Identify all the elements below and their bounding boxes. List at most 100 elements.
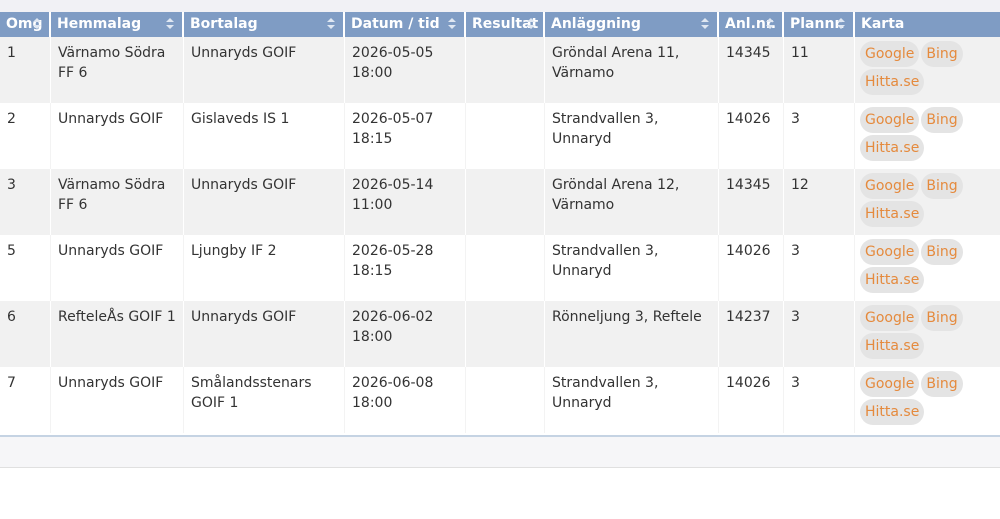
sort-icon: [166, 18, 174, 30]
cell-map-links: Google BingHitta.se: [855, 169, 1000, 235]
cell-result: [466, 367, 545, 433]
table-header: Omg Hemmalag Bortalag Datum / tid Result…: [0, 12, 1000, 37]
cell-plan-nr: 3: [784, 367, 855, 433]
cell-map-links: Google BingHitta.se: [855, 235, 1000, 301]
google-map-link[interactable]: Google: [860, 107, 920, 133]
cell-result: [466, 301, 545, 367]
cell-datetime: 2026-05-14 11:00: [345, 169, 466, 235]
cell-away-team: Unnaryds GOIF: [184, 301, 345, 367]
col-header-label: Plannr.: [790, 16, 845, 32]
cell-away-team: Gislaveds IS 1: [184, 103, 345, 169]
match-time: 18:00: [352, 394, 393, 411]
cell-datetime: 2026-05-07 18:15: [345, 103, 466, 169]
col-header-plannr[interactable]: Plannr.: [784, 12, 855, 37]
col-header-label: Resultat: [472, 16, 539, 32]
cell-home-team: Unnaryds GOIF: [51, 103, 184, 169]
sort-icon: [837, 18, 845, 30]
cell-result: [466, 37, 545, 103]
table-body: 1 Värnamo Södra FF 6 Unnaryds GOIF 2026-05-…: [0, 37, 1000, 433]
col-header-label: Hemmalag: [57, 16, 142, 32]
hitta-map-link[interactable]: Hitta.se: [860, 333, 925, 359]
match-time: 11:00: [352, 196, 393, 213]
cell-map-links: Google BingHitta.se: [855, 103, 1000, 169]
match-date: 2026-05-05: [352, 45, 434, 61]
match-date: 2026-05-07: [352, 111, 434, 127]
col-header-bortalag[interactable]: Bortalag: [184, 12, 345, 37]
google-map-link[interactable]: Google: [860, 305, 920, 331]
cell-away-team: Unnaryds GOIF: [184, 37, 345, 103]
bing-map-link[interactable]: Bing: [921, 371, 963, 397]
cell-venue: Gröndal Arena 11, Värnamo: [545, 37, 719, 103]
cell-datetime: 2026-05-05 18:00: [345, 37, 466, 103]
cell-home-team: Unnaryds GOIF: [51, 235, 184, 301]
cell-omg: 7: [0, 367, 51, 433]
match-time: 18:00: [352, 328, 393, 345]
hitta-map-link[interactable]: Hitta.se: [860, 267, 925, 293]
table-row: 5 Unnaryds GOIF Ljungby IF 2 2026-05-28 18:1…: [0, 235, 1000, 301]
sort-icon: [327, 18, 335, 30]
cell-away-team: Smålandsstenars GOIF 1: [184, 367, 345, 433]
cell-datetime: 2026-06-02 18:00: [345, 301, 466, 367]
cell-home-team: Unnaryds GOIF: [51, 367, 184, 433]
top-strip: [0, 0, 1000, 12]
cell-omg: 1: [0, 37, 51, 103]
cell-away-team: Unnaryds GOIF: [184, 169, 345, 235]
bing-map-link[interactable]: Bing: [921, 305, 963, 331]
google-map-link[interactable]: Google: [860, 371, 920, 397]
match-time: 18:15: [352, 262, 393, 279]
cell-datetime: 2026-05-28 18:15: [345, 235, 466, 301]
table-row: 6 RefteleÅs GOIF 1 Unnaryds GOIF 2026-06-02…: [0, 301, 1000, 367]
match-date: 2026-06-08: [352, 375, 434, 391]
cell-anl-nr: 14026: [719, 103, 784, 169]
cell-omg: 6: [0, 301, 51, 367]
table-row: 3 Värnamo Södra FF 6 Unnaryds GOIF 2026-05-…: [0, 169, 1000, 235]
table-row: 2 Unnaryds GOIF Gislaveds IS 1 2026-05-07 18…: [0, 103, 1000, 169]
col-header-anlaggning[interactable]: Anläggning: [545, 12, 719, 37]
google-map-link[interactable]: Google: [860, 239, 920, 265]
cell-map-links: Google BingHitta.se: [855, 367, 1000, 433]
col-header-label: Karta: [861, 16, 905, 32]
col-header-label: Anläggning: [551, 16, 641, 32]
cell-away-team: Ljungby IF 2: [184, 235, 345, 301]
cell-map-links: Google BingHitta.se: [855, 37, 1000, 103]
col-header-omg[interactable]: Omg: [0, 12, 51, 37]
match-time: 18:00: [352, 64, 393, 81]
cell-home-team: Värnamo Södra FF 6: [51, 169, 184, 235]
cell-result: [466, 235, 545, 301]
cell-omg: 5: [0, 235, 51, 301]
matches-table: Omg Hemmalag Bortalag Datum / tid Result…: [0, 12, 1000, 433]
bing-map-link[interactable]: Bing: [921, 239, 963, 265]
hitta-map-link[interactable]: Hitta.se: [860, 201, 925, 227]
col-header-resultat[interactable]: Resultat: [466, 12, 545, 37]
hitta-map-link[interactable]: Hitta.se: [860, 399, 925, 425]
bing-map-link[interactable]: Bing: [921, 107, 963, 133]
bing-map-link[interactable]: Bing: [921, 41, 963, 67]
cell-plan-nr: 12: [784, 169, 855, 235]
table-footer-bar: [0, 435, 1000, 468]
cell-result: [466, 169, 545, 235]
hitta-map-link[interactable]: Hitta.se: [860, 135, 925, 161]
match-time: 18:15: [352, 130, 393, 147]
col-header-label: Bortalag: [190, 16, 258, 32]
cell-omg: 3: [0, 169, 51, 235]
cell-anl-nr: 14345: [719, 169, 784, 235]
hitta-map-link[interactable]: Hitta.se: [860, 69, 925, 95]
col-header-hemmalag[interactable]: Hemmalag: [51, 12, 184, 37]
col-header-anlnr[interactable]: Anl.nr.: [719, 12, 784, 37]
cell-anl-nr: 14237: [719, 301, 784, 367]
google-map-link[interactable]: Google: [860, 41, 920, 67]
google-map-link[interactable]: Google: [860, 173, 920, 199]
col-header-label: Anl.nr.: [725, 16, 777, 32]
col-header-karta: Karta: [855, 12, 1000, 37]
cell-datetime: 2026-06-08 18:00: [345, 367, 466, 433]
cell-home-team: Värnamo Södra FF 6: [51, 37, 184, 103]
table-row: 7 Unnaryds GOIF Smålandsstenars GOIF 1 2026…: [0, 367, 1000, 433]
cell-venue: Gröndal Arena 12, Värnamo: [545, 169, 719, 235]
cell-home-team: RefteleÅs GOIF 1: [51, 301, 184, 367]
cell-venue: Rönneljung 3, Reftele: [545, 301, 719, 367]
match-date: 2026-05-28: [352, 243, 434, 259]
bing-map-link[interactable]: Bing: [921, 173, 963, 199]
sort-icon: [33, 18, 41, 30]
sort-icon: [448, 18, 456, 30]
col-header-datum[interactable]: Datum / tid: [345, 12, 466, 37]
